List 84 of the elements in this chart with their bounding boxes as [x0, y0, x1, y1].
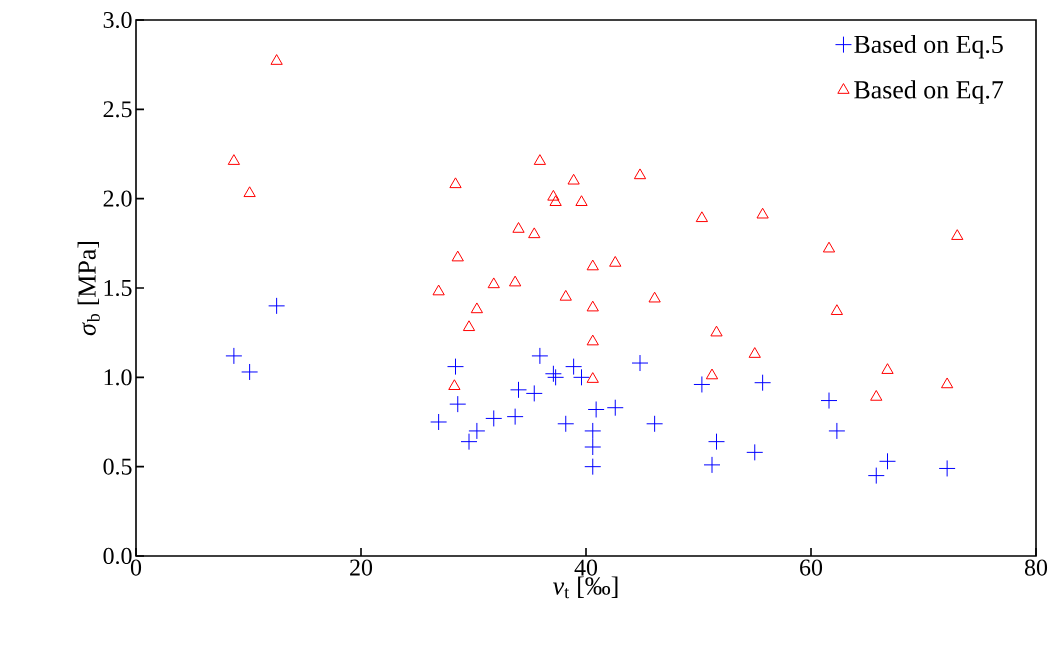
- point: [227, 154, 241, 165]
- point: [938, 459, 956, 477]
- point: [606, 399, 624, 417]
- point: [586, 300, 599, 312]
- point: [559, 289, 572, 301]
- point: [586, 372, 599, 383]
- point: [703, 456, 721, 474]
- point: [485, 409, 503, 427]
- point: [646, 415, 664, 433]
- point: [693, 375, 711, 393]
- point: [746, 443, 764, 461]
- y-axis-title: σ$_{b}$ [MPa]: [77, 242, 100, 336]
- point: [449, 177, 462, 189]
- point: [547, 189, 560, 201]
- point: [430, 413, 448, 431]
- point: [270, 54, 283, 65]
- point: [470, 302, 484, 314]
- x-tick-label: 80: [1024, 559, 1048, 576]
- point: [531, 347, 549, 365]
- point: [708, 433, 725, 451]
- point: [586, 259, 599, 271]
- point: [881, 363, 894, 374]
- y-tick-label: 0.0: [103, 547, 132, 565]
- point: [695, 211, 709, 223]
- point: [243, 186, 256, 198]
- x-tick-label: 0: [130, 559, 142, 576]
- point: [633, 168, 647, 180]
- point: [584, 422, 602, 440]
- point: [447, 358, 464, 376]
- point: [830, 304, 844, 315]
- point: [509, 275, 522, 287]
- point: [225, 347, 243, 365]
- point: [584, 458, 602, 476]
- point: [432, 284, 445, 296]
- point: [631, 354, 649, 372]
- point: [756, 207, 769, 219]
- point: [710, 325, 723, 337]
- point: [587, 400, 605, 418]
- point: [951, 229, 964, 240]
- point: [567, 173, 580, 185]
- point: [705, 368, 719, 380]
- x-axis-title: v$_{t}$ [‰]: [553, 576, 618, 599]
- y-tick-label: 1.5: [104, 279, 132, 297]
- point: [448, 379, 461, 391]
- point: [528, 227, 541, 239]
- point: [241, 363, 259, 381]
- x-tick-label: 60: [800, 559, 823, 576]
- point: [462, 320, 476, 332]
- x-tick-label: 20: [350, 559, 373, 576]
- point: [575, 195, 588, 206]
- point: [506, 408, 524, 426]
- point: [584, 438, 602, 456]
- y-tick-label: 1.0: [104, 369, 132, 386]
- point: [941, 377, 954, 389]
- point: [867, 467, 885, 485]
- point: [268, 297, 286, 315]
- point: [820, 392, 838, 410]
- point: [879, 452, 897, 470]
- point: [549, 195, 562, 206]
- y-tick-label: 3.0: [103, 11, 132, 29]
- x-tick-label: 40: [574, 559, 598, 576]
- point: [451, 250, 464, 262]
- y-tick-label: 0.5: [103, 458, 132, 475]
- point: [586, 334, 599, 346]
- point: [648, 291, 661, 303]
- y-tick-label: 2.0: [103, 190, 132, 207]
- point: [870, 389, 883, 401]
- point: [557, 415, 575, 433]
- y-tick-label: 2.5: [103, 101, 132, 118]
- point: [487, 277, 500, 289]
- point: [748, 347, 761, 358]
- point: [754, 374, 772, 392]
- point: [609, 255, 622, 267]
- point: [828, 422, 846, 440]
- point: [525, 384, 543, 402]
- point: [449, 395, 467, 413]
- point: [460, 433, 478, 451]
- point: [822, 241, 836, 253]
- point: [510, 381, 527, 399]
- point: [468, 422, 486, 440]
- legend-label: Based on Eq.7: [854, 80, 1004, 104]
- point: [512, 222, 525, 233]
- legend-label: Based on Eq.5: [854, 34, 1003, 59]
- point: [533, 154, 547, 165]
